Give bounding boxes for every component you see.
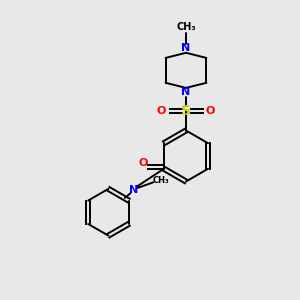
- Text: O: O: [206, 106, 215, 116]
- Text: N: N: [182, 43, 190, 53]
- Text: S: S: [181, 104, 191, 118]
- Text: CH₃: CH₃: [176, 22, 196, 32]
- Text: CH₃: CH₃: [153, 176, 169, 185]
- Text: O: O: [157, 106, 166, 116]
- Text: O: O: [138, 158, 148, 168]
- Text: N: N: [129, 185, 139, 195]
- Text: N: N: [182, 87, 190, 98]
